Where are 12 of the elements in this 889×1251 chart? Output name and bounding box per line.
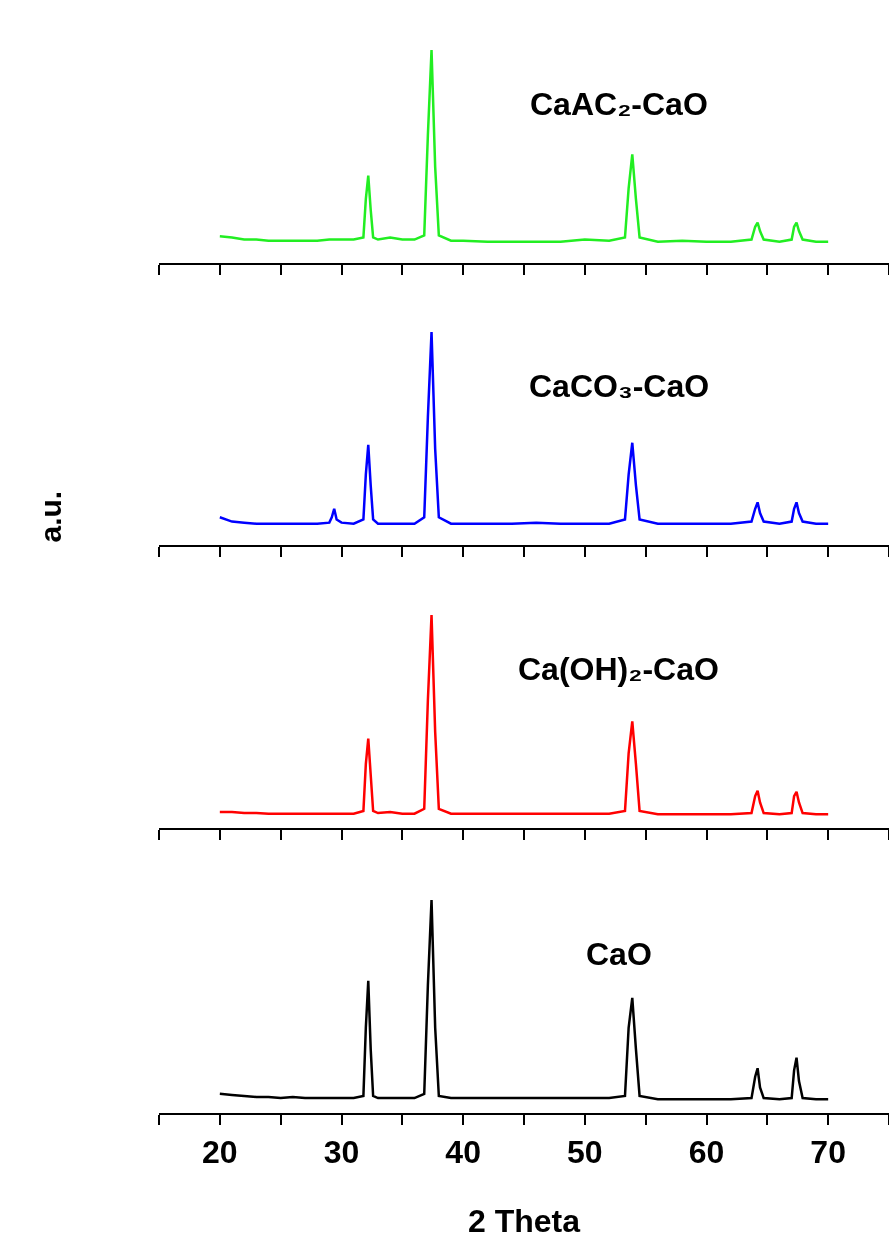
series-label: Ca(OH)₂-CaO [518,651,719,687]
x-axis-title: 2 Theta [467,1202,581,1239]
series-label: CaAC₂-CaO [530,86,708,122]
series-label: CaCO₃-CaO [529,368,710,404]
x-tick-label: 20 [202,1134,238,1171]
x-tick-label: 60 [688,1134,725,1171]
x-tick-label: 50 [567,1134,603,1171]
x-tick-label: 40 [445,1134,481,1171]
series-label: CaO [586,936,652,972]
y-axis-title: a.u. [33,490,67,543]
x-tick-label: 70 [810,1134,846,1171]
x-tick-label: 30 [323,1134,360,1171]
